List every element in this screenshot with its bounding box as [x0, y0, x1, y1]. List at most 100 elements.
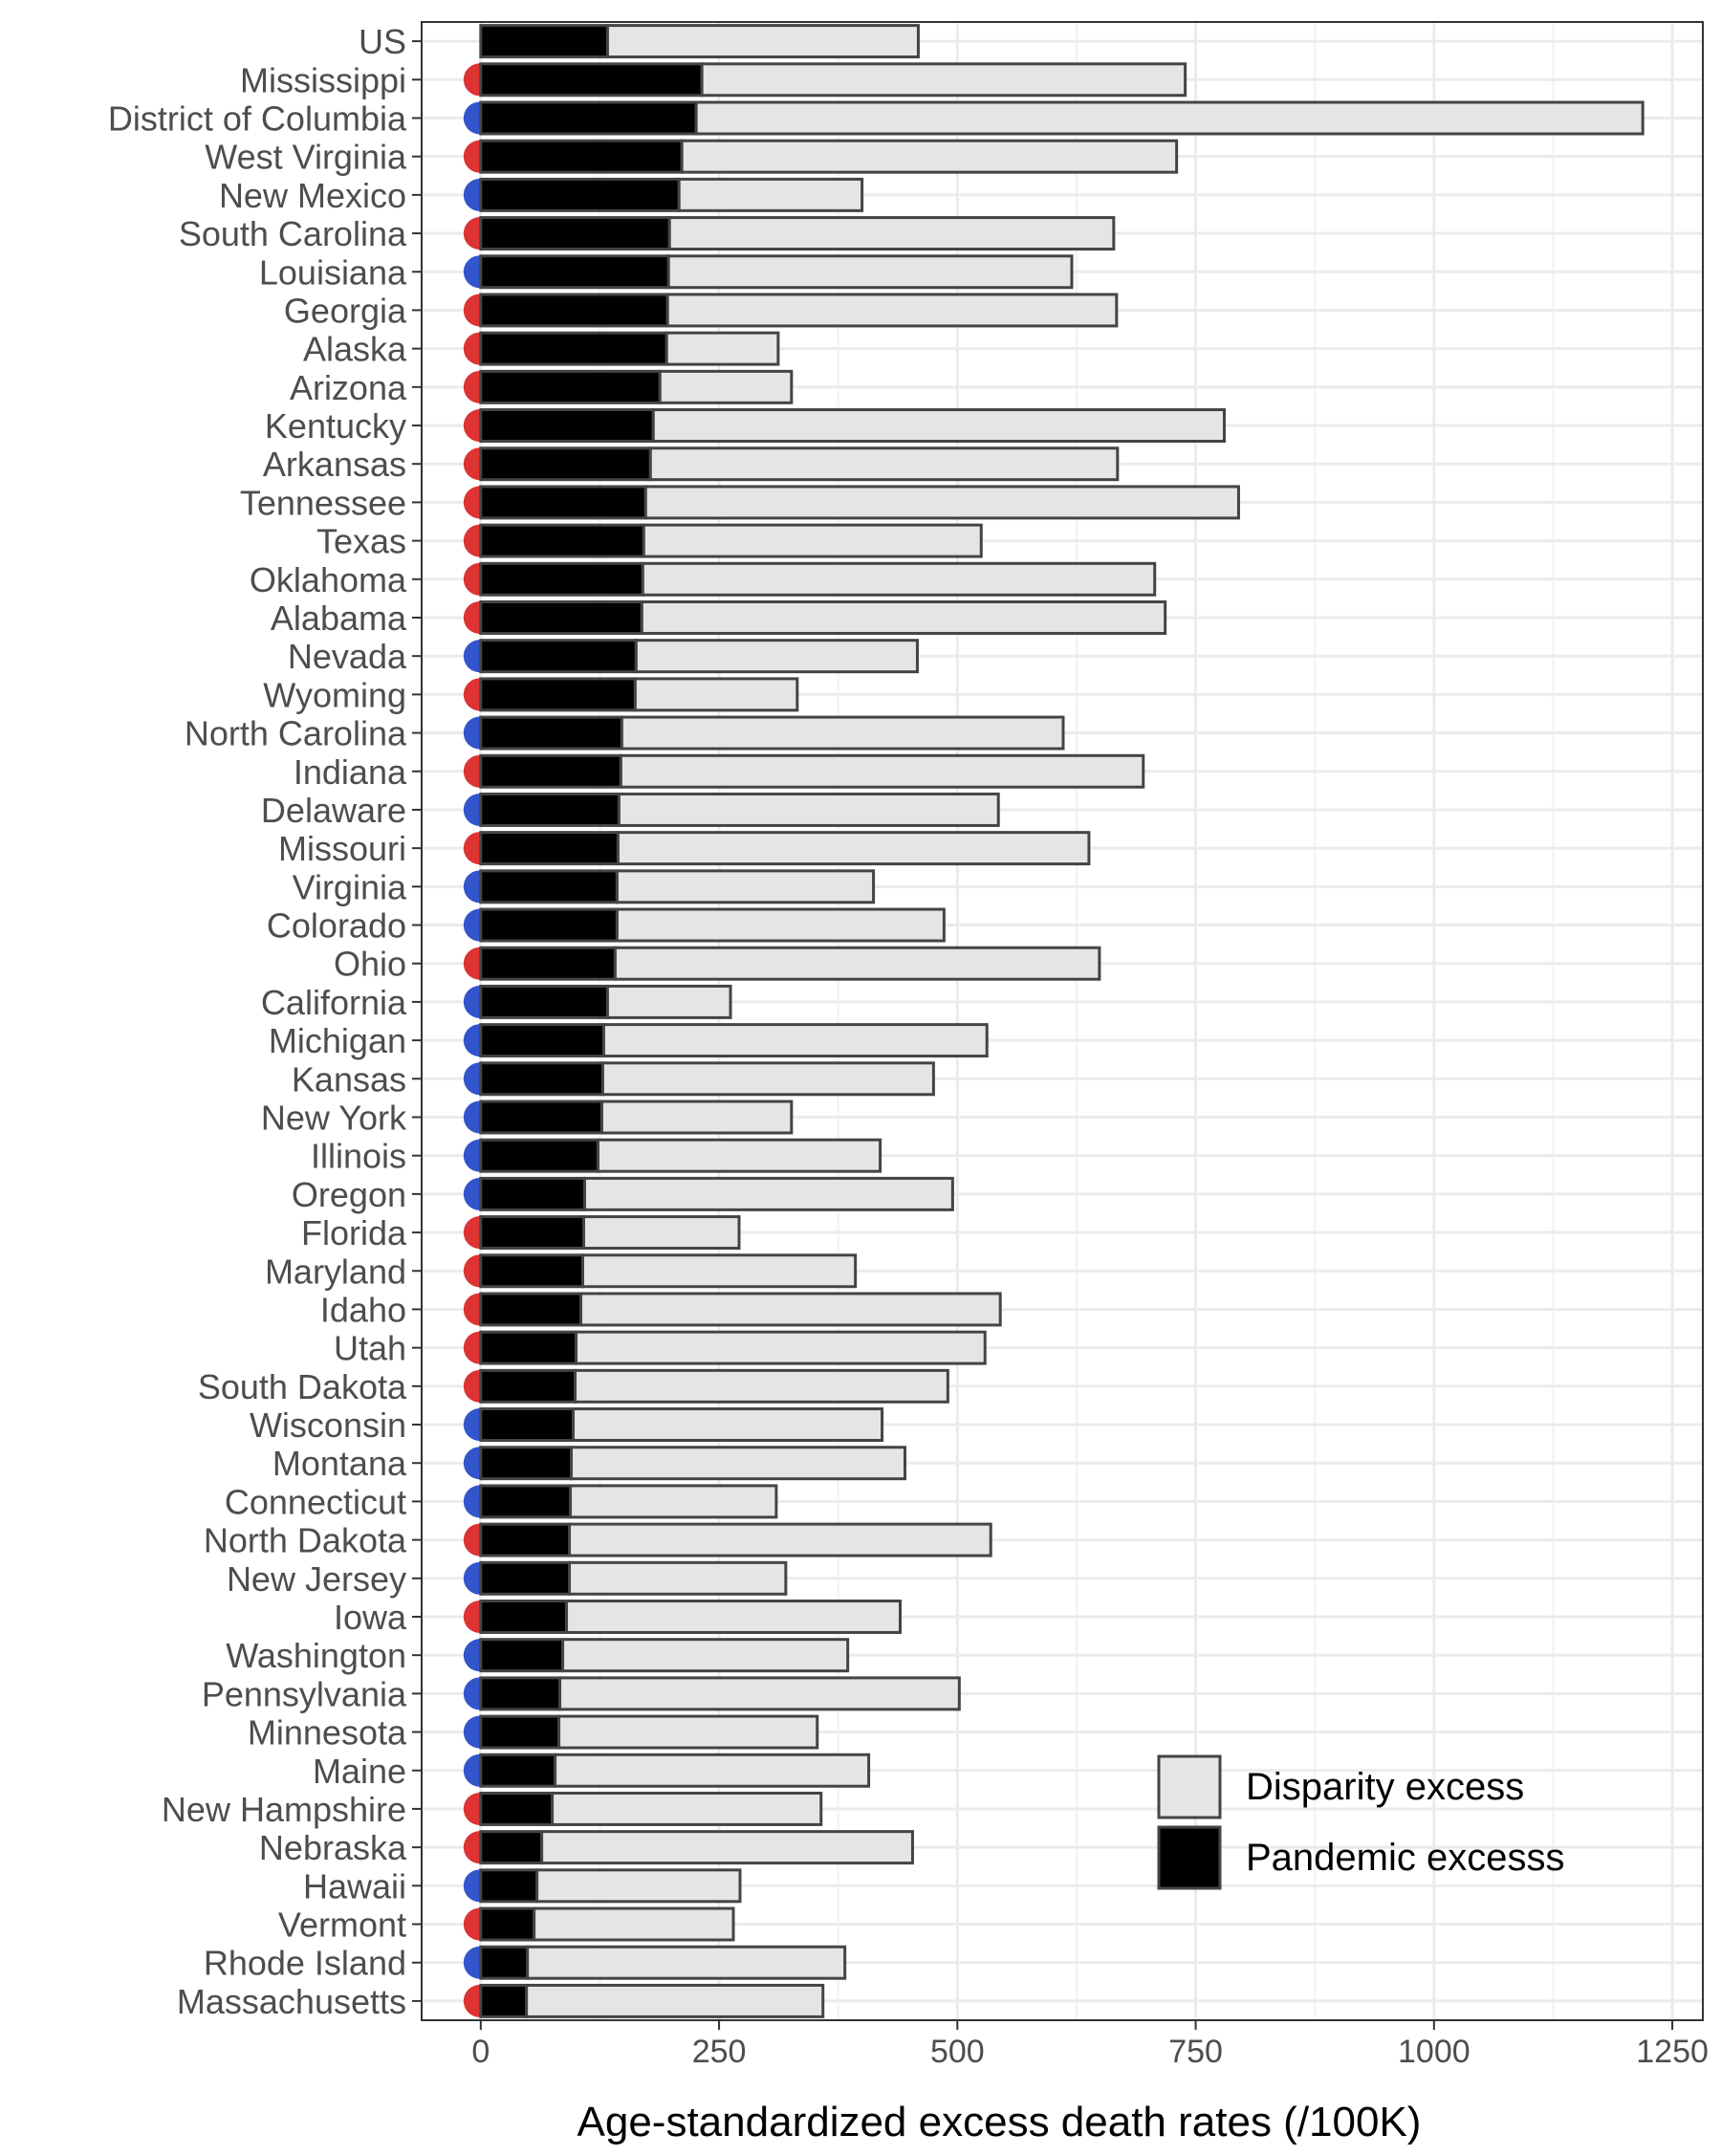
category-label: Pennsylvania	[202, 1674, 407, 1713]
category-label: Colorado	[267, 906, 406, 946]
bar-disparity	[665, 293, 1119, 328]
bar-pandemic	[479, 907, 619, 943]
legend-key-disparity	[1157, 1754, 1222, 1819]
category-label: New Mexico	[219, 176, 406, 215]
bar-pandemic	[479, 1830, 544, 1865]
category-label: Virginia	[293, 867, 407, 906]
bar-disparity	[648, 446, 1120, 482]
bar-disparity	[568, 1522, 992, 1557]
bar-pandemic	[479, 331, 668, 366]
bar-pandemic	[479, 715, 623, 751]
x-tick-label: 250	[692, 2034, 747, 2070]
bar-pandemic	[479, 1253, 584, 1289]
category-label: US	[359, 22, 406, 61]
bar-pandemic	[479, 753, 622, 789]
bar-pandemic	[479, 1676, 562, 1711]
bar-disparity	[641, 561, 1157, 597]
bar-pandemic	[479, 1714, 561, 1750]
category-label: Minnesota	[248, 1713, 407, 1753]
bar-pandemic	[479, 1100, 603, 1135]
category-label: Alaska	[303, 330, 407, 369]
bar-pandemic	[479, 984, 609, 1019]
bar-pandemic	[479, 639, 638, 674]
bar-disparity	[667, 216, 1116, 251]
category-label: Maryland	[265, 1252, 406, 1291]
bar-pandemic	[479, 1983, 529, 2018]
category-label: Alabama	[271, 599, 407, 638]
category-label: Connecticut	[225, 1482, 406, 1521]
x-tick-label: 500	[930, 2034, 985, 2070]
category-label: Hawaii	[303, 1866, 406, 1906]
category-label: Utah	[334, 1329, 406, 1368]
bar-pandemic	[479, 1061, 604, 1097]
category-label: North Dakota	[204, 1521, 407, 1560]
x-tick-label: 0	[471, 2034, 490, 2070]
category-label: Delaware	[261, 791, 406, 830]
bar-pandemic	[479, 1560, 572, 1596]
bar-disparity	[640, 600, 1167, 635]
bar-disparity	[651, 408, 1226, 443]
bar-pandemic	[479, 792, 621, 827]
plot-panel-border	[421, 21, 1704, 2021]
bar-disparity	[616, 831, 1091, 866]
bar-pandemic	[479, 216, 671, 251]
bar-disparity	[634, 639, 919, 674]
bar-pandemic	[479, 946, 617, 981]
category-label: Missouri	[278, 829, 406, 868]
bar-disparity	[565, 1600, 903, 1634]
legend-label-disparity: Disparity excess	[1246, 1766, 1524, 1808]
bar-disparity	[540, 1830, 914, 1865]
category-label: District of Columbia	[108, 98, 407, 138]
bar-disparity	[694, 100, 1645, 136]
category-label: Ohio	[334, 945, 406, 984]
bar-disparity	[568, 1560, 788, 1596]
bar-disparity	[666, 254, 1074, 290]
x-tick-label: 1000	[1398, 2034, 1470, 2070]
bar-pandemic	[479, 1215, 585, 1251]
category-label: Idaho	[320, 1290, 406, 1329]
bar-pandemic	[479, 523, 645, 558]
category-label: Massachusetts	[177, 1982, 406, 2021]
bar-pandemic	[479, 293, 669, 328]
category-label: Florida	[301, 1213, 407, 1252]
category-label: Iowa	[334, 1598, 407, 1637]
bar-pandemic	[479, 831, 620, 866]
bar-pandemic	[479, 369, 662, 404]
category-label: Vermont	[278, 1906, 406, 1945]
bar-disparity	[613, 946, 1101, 981]
bar-pandemic	[479, 1446, 574, 1481]
bar-pandemic	[479, 1906, 536, 1942]
category-label: Georgia	[284, 291, 407, 330]
category-label: Arkansas	[263, 445, 406, 484]
bar-disparity	[580, 1253, 858, 1289]
legend-label-pandemic: Pandemic excesss	[1246, 1837, 1564, 1879]
category-label: West Virginia	[205, 138, 407, 177]
bar-disparity	[554, 1753, 871, 1788]
bar-pandemic	[479, 677, 637, 712]
bar-pandemic	[479, 1522, 572, 1557]
category-label: Wisconsin	[250, 1405, 406, 1445]
bar-pandemic	[479, 1791, 555, 1826]
bar-disparity	[617, 792, 1000, 827]
bar-disparity	[535, 1868, 742, 1904]
bar-disparity	[551, 1791, 823, 1826]
bar-disparity	[599, 1100, 794, 1135]
bar-pandemic	[479, 254, 670, 290]
bar-pandemic	[479, 1330, 578, 1365]
legend-key-pandemic	[1157, 1825, 1222, 1890]
category-label: Wyoming	[263, 675, 406, 714]
bar-disparity	[605, 984, 732, 1019]
bar-disparity	[557, 1714, 819, 1750]
category-label: Montana	[272, 1444, 407, 1483]
bar-disparity	[525, 1983, 825, 2018]
category-label: South Carolina	[179, 214, 407, 253]
bar-pandemic	[479, 1945, 530, 1980]
category-label: Washington	[226, 1636, 406, 1675]
bar-pandemic	[479, 485, 647, 520]
bar-disparity	[570, 1446, 906, 1481]
category-label: North Carolina	[185, 714, 407, 753]
bar-disparity	[642, 523, 983, 558]
bar-disparity	[526, 1945, 847, 1980]
bar-disparity	[619, 753, 1145, 789]
bar-disparity	[533, 1906, 735, 1942]
